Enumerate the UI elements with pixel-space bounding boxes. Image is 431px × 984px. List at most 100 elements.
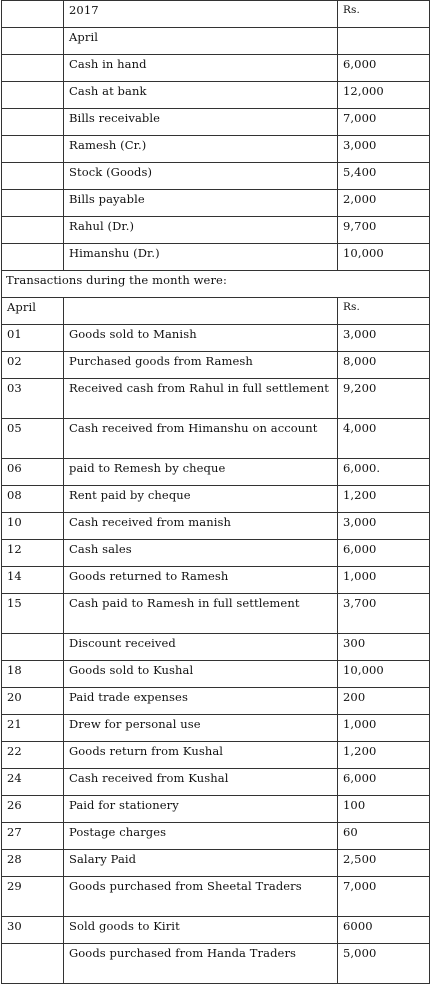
month-cell: April (63, 27, 338, 55)
transaction-amount: 60 (337, 822, 430, 850)
balance-item: Bills receivable (63, 108, 338, 136)
transaction-date (1, 633, 64, 661)
transaction-date: 12 (1, 539, 64, 567)
transaction-description: Rent paid by cheque (63, 485, 338, 513)
transaction-row: 08 Rent paid by cheque 1,200 (1, 485, 430, 513)
balance-row: Bills receivable 7,000 (1, 108, 430, 136)
transaction-date: 01 (1, 324, 64, 352)
transaction-amount: 7,000 (337, 876, 430, 917)
transaction-description: Goods sold to Kushal (63, 660, 338, 688)
balance-row: Bills payable 2,000 (1, 189, 430, 217)
transaction-description: paid to Remesh by cheque (63, 458, 338, 486)
transaction-row: 01 Goods sold to Manish 3,000 (1, 324, 430, 352)
transaction-date: 05 (1, 418, 64, 459)
transaction-amount: 3,700 (337, 593, 430, 634)
date-cell (1, 108, 64, 136)
transaction-amount: 100 (337, 795, 430, 823)
header-currency: Rs. (337, 297, 430, 325)
transaction-description: Sold goods to Kirit (63, 916, 338, 944)
transaction-date: 08 (1, 485, 64, 513)
date-cell (1, 135, 64, 163)
transaction-description: Discount received (63, 633, 338, 661)
header-description (63, 297, 338, 325)
transaction-date: 21 (1, 714, 64, 742)
transaction-amount: 3,000 (337, 324, 430, 352)
transaction-amount: 10,000 (337, 660, 430, 688)
transaction-amount: 1,200 (337, 485, 430, 513)
transaction-description: Drew for personal use (63, 714, 338, 742)
transaction-row: 03 Received cash from Rahul in full settl… (1, 378, 430, 419)
transaction-date: 20 (1, 687, 64, 715)
transaction-amount: 9,200 (337, 378, 430, 419)
balance-amount: 7,000 (337, 108, 430, 136)
transactions-heading: Transactions during the month were: (1, 270, 430, 298)
transaction-row: 06 paid to Remesh by cheque 6,000. (1, 458, 430, 486)
balance-row: Cash in hand 6,000 (1, 54, 430, 82)
transaction-row: 10 Cash received from manish 3,000 (1, 512, 430, 540)
transactions-header-row: April Rs. (1, 297, 430, 325)
balance-row: Cash at bank 12,000 (1, 81, 430, 109)
balance-amount: 2,000 (337, 189, 430, 217)
transaction-amount: 2,500 (337, 849, 430, 877)
transaction-amount: 6,000 (337, 539, 430, 567)
transaction-row: 29 Goods purchased from Sheetal Traders 7,… (1, 876, 430, 917)
transaction-date: 06 (1, 458, 64, 486)
transaction-amount: 300 (337, 633, 430, 661)
date-cell (1, 162, 64, 190)
transaction-row: 26 Paid for stationery 100 (1, 795, 430, 823)
transaction-date (1, 943, 64, 984)
balance-amount: 9,700 (337, 216, 430, 244)
transaction-date: 02 (1, 351, 64, 379)
date-cell (1, 0, 64, 28)
transaction-date: 24 (1, 768, 64, 796)
balance-item: Cash in hand (63, 54, 338, 82)
balance-amount: 6,000 (337, 54, 430, 82)
transaction-date: 14 (1, 566, 64, 594)
transaction-amount: 1,000 (337, 714, 430, 742)
transaction-date: 29 (1, 876, 64, 917)
date-cell (1, 54, 64, 82)
transaction-row: 24 Cash received from Kushal 6,000 (1, 768, 430, 796)
transaction-row: Discount received 300 (1, 633, 430, 661)
balance-row: Himanshu (Dr.) 10,000 (1, 243, 430, 271)
transaction-date: 15 (1, 593, 64, 634)
balance-row: Rahul (Dr.) 9,700 (1, 216, 430, 244)
transaction-description: Goods return from Kushal (63, 741, 338, 769)
transaction-date: 28 (1, 849, 64, 877)
transaction-row: 28 Salary Paid 2,500 (1, 849, 430, 877)
transaction-description: Goods sold to Manish (63, 324, 338, 352)
year-cell: 2017 (63, 0, 338, 28)
transaction-row: 20 Paid trade expenses 200 (1, 687, 430, 715)
transaction-description: Cash paid to Ramesh in full settlement (63, 593, 338, 634)
balance-amount: 10,000 (337, 243, 430, 271)
balance-item: Cash at bank (63, 81, 338, 109)
header-month: April (1, 297, 64, 325)
balance-amount: 12,000 (337, 81, 430, 109)
transactions-heading-row: Transactions during the month were: (1, 270, 430, 298)
transaction-date: 18 (1, 660, 64, 688)
transaction-amount: 6,000 (337, 768, 430, 796)
transaction-row: 14 Goods returned to Ramesh 1,000 (1, 566, 430, 594)
transaction-row: 15 Cash paid to Ramesh in full settlement… (1, 593, 430, 634)
transaction-row: 27 Postage charges 60 (1, 822, 430, 850)
transaction-amount: 6000 (337, 916, 430, 944)
transaction-amount: 200 (337, 687, 430, 715)
transaction-date: 26 (1, 795, 64, 823)
transaction-description: Cash received from Himanshu on account (63, 418, 338, 459)
transaction-row: 18 Goods sold to Kushal 10,000 (1, 660, 430, 688)
transaction-amount: 4,000 (337, 418, 430, 459)
balance-item: Rahul (Dr.) (63, 216, 338, 244)
balance-amount: 3,000 (337, 135, 430, 163)
balance-row: Stock (Goods) 5,400 (1, 162, 430, 190)
date-cell (1, 243, 64, 271)
currency-cell: Rs. (337, 0, 430, 28)
transaction-description: Postage charges (63, 822, 338, 850)
transaction-row: 12 Cash sales 6,000 (1, 539, 430, 567)
transaction-date: 27 (1, 822, 64, 850)
balance-item: Stock (Goods) (63, 162, 338, 190)
transaction-date: 10 (1, 512, 64, 540)
balance-row: Ramesh (Cr.) 3,000 (1, 135, 430, 163)
transaction-row: 05 Cash received from Himanshu on account… (1, 418, 430, 459)
